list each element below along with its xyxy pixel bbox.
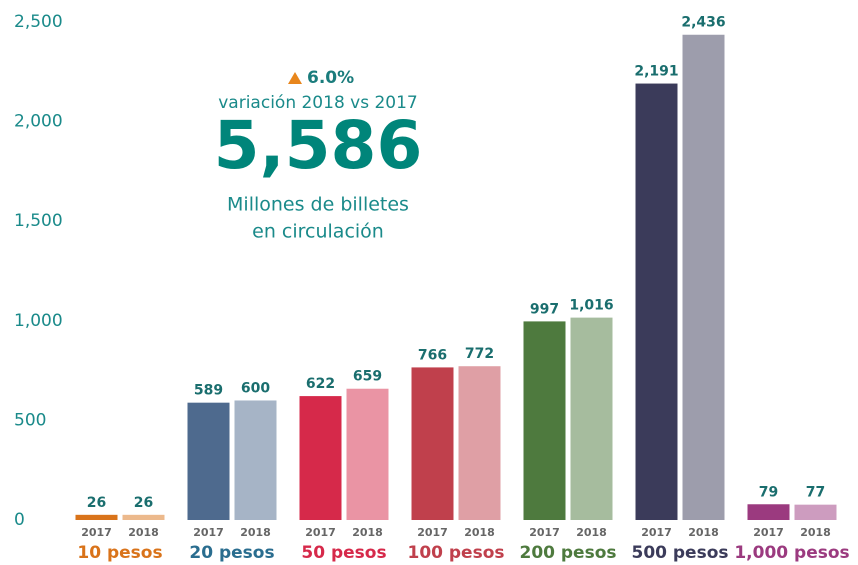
y-tick-label: 1,500: [14, 211, 63, 231]
change-value: 6.0%: [307, 68, 354, 88]
value-label: 26: [134, 495, 153, 511]
year-label: 2018: [464, 526, 495, 539]
up-triangle: [288, 72, 302, 84]
bar: [747, 504, 790, 520]
value-label: 659: [353, 369, 382, 385]
x-tick-label: 200 pesos: [519, 543, 616, 563]
bar: [187, 402, 230, 520]
x-tick-label: 1,000 pesos: [734, 543, 849, 563]
bar: [794, 504, 837, 520]
value-label: 772: [465, 346, 494, 362]
y-tick-label: 2,500: [14, 12, 63, 32]
value-label: 600: [241, 380, 270, 396]
x-tick-label: 20 pesos: [189, 543, 274, 563]
value-label: 1,016: [569, 298, 613, 314]
value-label: 622: [306, 376, 335, 392]
bar: [523, 321, 566, 520]
year-label: 2017: [641, 526, 672, 539]
year-label: 2018: [688, 526, 719, 539]
year-label: 2017: [81, 526, 112, 539]
year-label: 2018: [576, 526, 607, 539]
bar: [411, 367, 454, 520]
year-label: 2018: [128, 526, 159, 539]
y-tick-label: 0: [14, 510, 25, 530]
year-label: 2017: [529, 526, 560, 539]
year-label: 2018: [240, 526, 271, 539]
value-label: 79: [759, 484, 778, 500]
bar: [346, 388, 389, 520]
bar: [299, 396, 342, 520]
bar: [635, 83, 678, 521]
bar: [458, 366, 501, 520]
year-label: 2017: [753, 526, 784, 539]
total-value: 5,586: [214, 107, 423, 184]
value-label: 26: [87, 495, 106, 511]
value-label: 2,191: [634, 64, 678, 80]
bar: [234, 400, 277, 520]
x-tick-label: 10 pesos: [77, 543, 162, 563]
x-tick-label: 50 pesos: [301, 543, 386, 563]
value-label: 2,436: [681, 15, 725, 31]
x-tick-label: 500 pesos: [631, 543, 728, 563]
value-label: 77: [806, 485, 825, 501]
year-label: 2017: [305, 526, 336, 539]
value-label: 997: [530, 301, 559, 317]
year-label: 2018: [800, 526, 831, 539]
value-label: 589: [194, 383, 223, 399]
x-tick-label: 100 pesos: [407, 543, 504, 563]
total-label: Millones de billetes: [227, 194, 409, 216]
y-tick-label: 2,000: [14, 112, 63, 132]
year-label: 2018: [352, 526, 383, 539]
bar: [570, 317, 613, 520]
bar: [122, 514, 165, 520]
y-tick-label: 1,000: [14, 311, 63, 331]
total-label: en circulación: [252, 221, 384, 243]
change-label: variación 2018 vs 2017: [218, 93, 418, 113]
bar: [682, 34, 725, 520]
value-label: 766: [418, 347, 447, 363]
bar: [75, 514, 118, 520]
y-tick-label: 500: [14, 410, 46, 430]
year-label: 2017: [417, 526, 448, 539]
year-label: 2017: [193, 526, 224, 539]
